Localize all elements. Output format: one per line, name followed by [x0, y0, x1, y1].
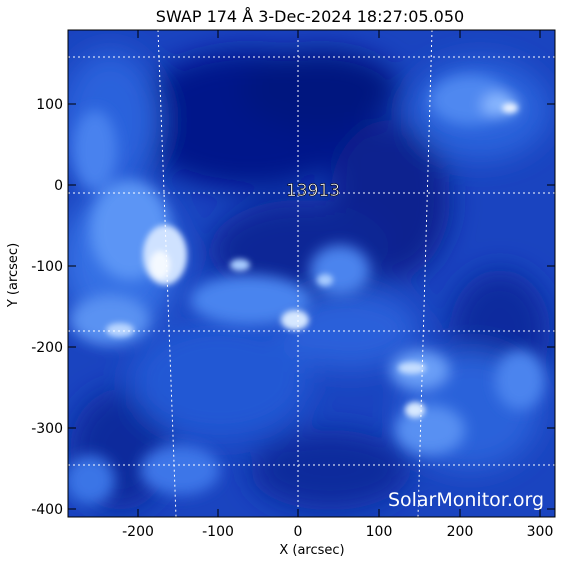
y-axis-label: Y (arcsec) [6, 243, 21, 308]
plot-frame [67, 29, 556, 518]
y-tick-label: -200 [31, 340, 63, 356]
y-tick-label: -100 [31, 259, 63, 275]
y-tick-label: -300 [31, 421, 63, 437]
figure-title: SWAP 174 Å 3-Dec-2024 18:27:05.050 [156, 7, 464, 26]
y-tick-label: 100 [36, 97, 63, 113]
x-axis-label: X (arcsec) [279, 543, 344, 558]
x-tick-label: 0 [294, 524, 303, 540]
coordinate-grid [68, 30, 555, 517]
solarmonitor-watermark: SolarMonitor.org [388, 489, 544, 511]
x-tick-label: 100 [366, 524, 393, 540]
axis-ticks [68, 30, 555, 517]
euv-solar-image [68, 30, 555, 517]
y-tick-label: -400 [31, 502, 63, 518]
active-region-label: 13913 [286, 181, 340, 201]
x-tick-label: 200 [447, 524, 474, 540]
x-tick-label: -100 [202, 524, 234, 540]
x-tick-label: 300 [527, 524, 554, 540]
y-tick-label: 0 [54, 178, 63, 194]
bright-active-cores [106, 103, 518, 418]
x-tick-label: -200 [122, 524, 154, 540]
